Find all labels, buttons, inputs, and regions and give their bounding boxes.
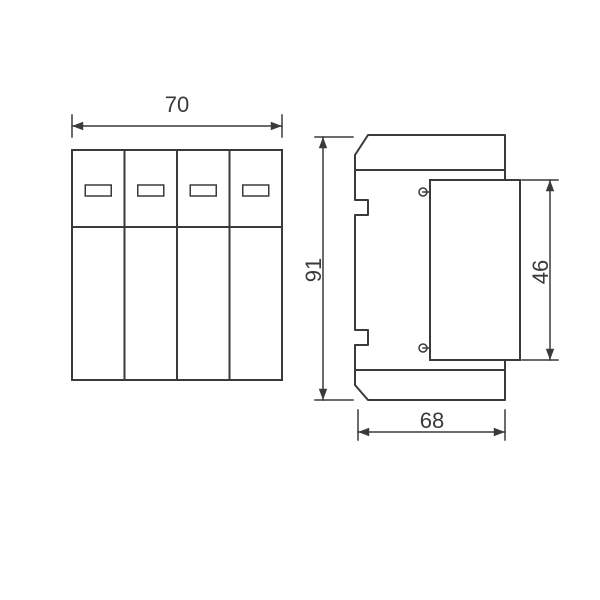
dim-top-width: 70 <box>165 92 189 117</box>
dim-side-inner-height: 46 <box>528 260 553 284</box>
dim-side-width: 68 <box>420 408 444 433</box>
dim-side-height: 91 <box>301 258 326 282</box>
